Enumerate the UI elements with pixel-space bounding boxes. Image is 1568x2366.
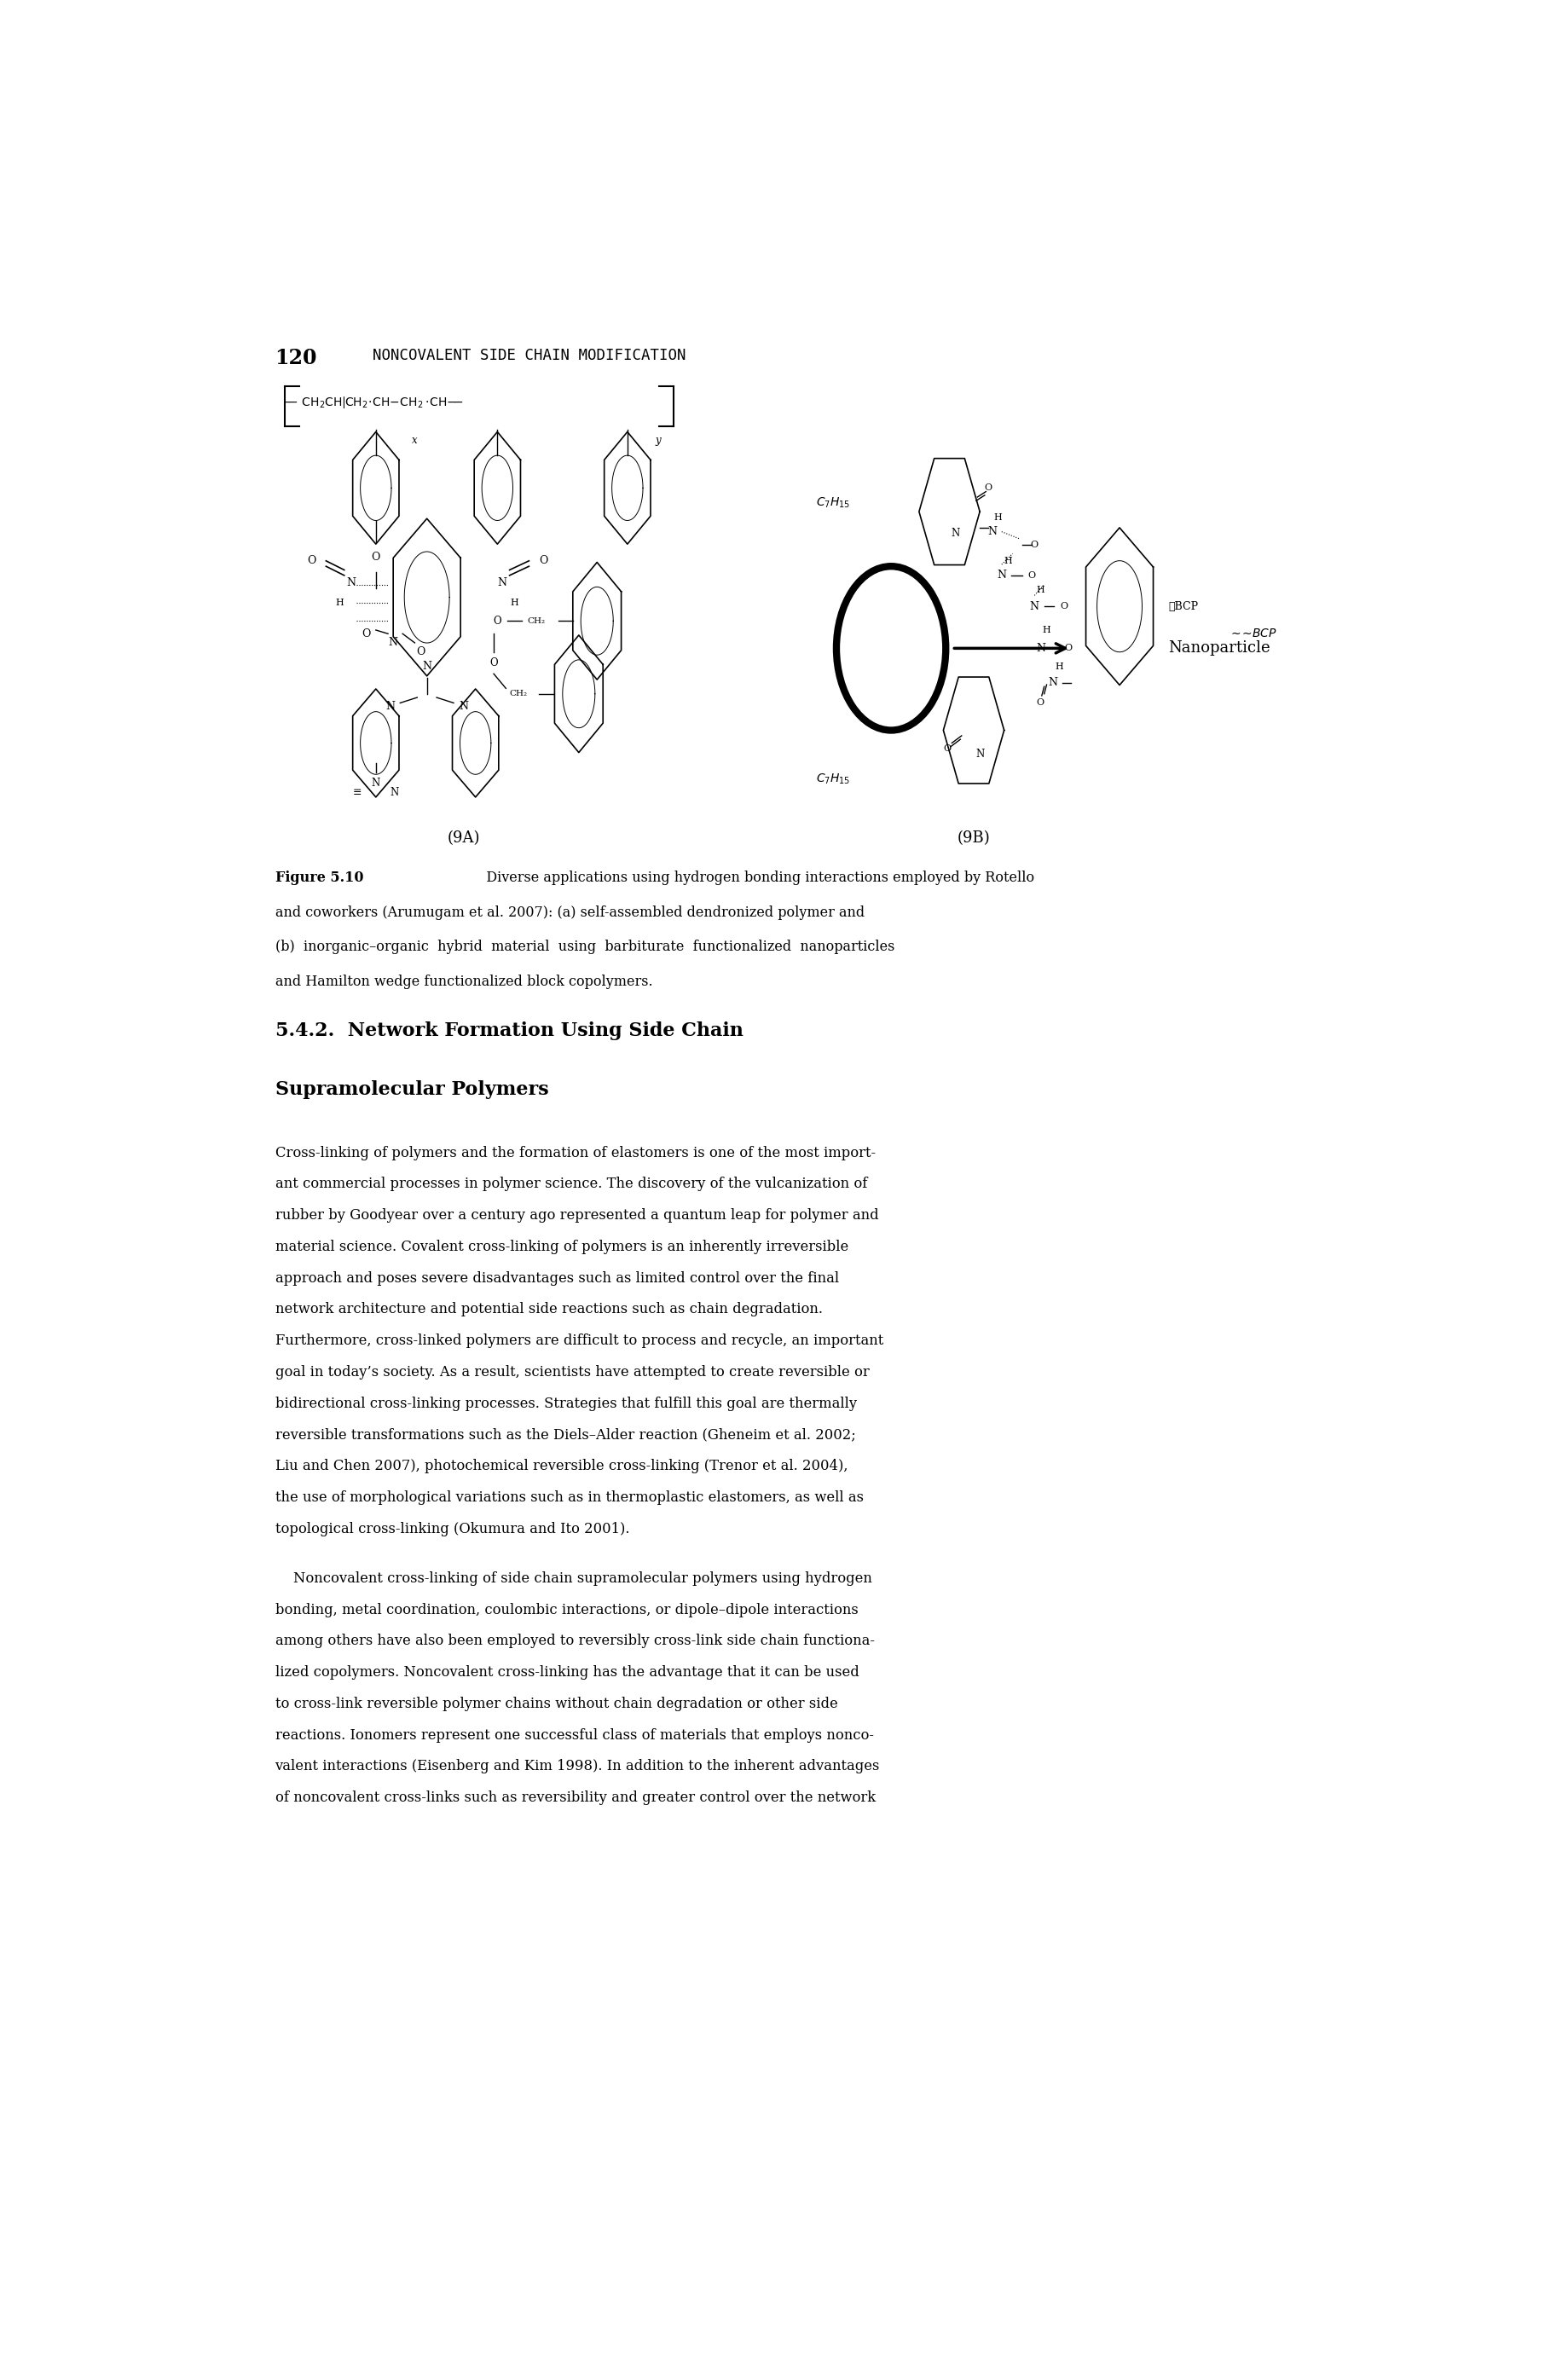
Text: O: O (494, 615, 502, 627)
Text: ≡: ≡ (353, 786, 362, 797)
Text: O: O (1030, 539, 1038, 549)
Text: O: O (539, 556, 547, 565)
Text: N: N (372, 778, 379, 788)
Text: N: N (497, 577, 506, 589)
Text: Supramolecular Polymers: Supramolecular Polymers (274, 1079, 549, 1098)
Text: O: O (1065, 644, 1073, 653)
Text: H: H (1055, 662, 1063, 672)
Text: Figure 5.10: Figure 5.10 (274, 871, 364, 885)
Text: valent interactions (Eisenberg and Kim 1998). In addition to the inherent advant: valent interactions (Eisenberg and Kim 1… (274, 1760, 880, 1774)
Text: x: x (412, 435, 417, 447)
Text: network architecture and potential side reactions such as chain degradation.: network architecture and potential side … (274, 1301, 822, 1318)
Text: (b)  inorganic–organic  hybrid  material  using  barbiturate  functionalized  na: (b) inorganic–organic hybrid material us… (274, 939, 894, 953)
Text: H: H (336, 599, 343, 608)
Text: and Hamilton wedge functionalized block copolymers.: and Hamilton wedge functionalized block … (274, 975, 652, 989)
Text: Liu and Chen 2007), photochemical reversible cross-linking (Trenor et al. 2004),: Liu and Chen 2007), photochemical revers… (274, 1460, 848, 1474)
Text: N: N (390, 786, 398, 797)
Text: O: O (417, 646, 425, 658)
Text: (9B): (9B) (956, 830, 991, 845)
Text: CH₂: CH₂ (527, 618, 546, 625)
Text: H: H (1036, 587, 1044, 594)
Text: O: O (1036, 698, 1044, 707)
Text: N: N (347, 577, 356, 589)
Text: bonding, metal coordination, coulombic interactions, or dipole–dipole interactio: bonding, metal coordination, coulombic i… (274, 1602, 858, 1616)
Text: N: N (459, 700, 467, 712)
Text: 120: 120 (274, 348, 317, 369)
Circle shape (836, 565, 946, 731)
Text: approach and poses severe disadvantages such as limited control over the final: approach and poses severe disadvantages … (274, 1271, 839, 1285)
Text: O: O (307, 556, 315, 565)
Text: bidirectional cross-linking processes. Strategies that fulfill this goal are the: bidirectional cross-linking processes. S… (274, 1396, 856, 1410)
Text: O: O (489, 658, 497, 670)
Text: material science. Covalent cross-linking of polymers is an inherently irreversib: material science. Covalent cross-linking… (274, 1240, 848, 1254)
Text: 5.4.2.  Network Formation Using Side Chain: 5.4.2. Network Formation Using Side Chai… (274, 1022, 743, 1041)
Text: y: y (655, 435, 660, 447)
Text: N: N (988, 525, 997, 537)
Text: to cross-link reversible polymer chains without chain degradation or other side: to cross-link reversible polymer chains … (274, 1696, 837, 1711)
Text: lized copolymers. Noncovalent cross-linking has the advantage that it can be use: lized copolymers. Noncovalent cross-link… (274, 1666, 859, 1680)
Text: $\mathsf{-\!\!\!\!-\,CH_2CH\!\!\mid\!\!CH_2\!\cdot\!CH\!-\!CH_2\cdot\!CH\!-\!\!\: $\mathsf{-\!\!\!\!-\,CH_2CH\!\!\mid\!\!C… (284, 395, 464, 409)
Text: $C_7H_{15}$: $C_7H_{15}$ (815, 771, 850, 786)
Text: O: O (985, 483, 993, 492)
Text: Furthermore, cross-linked polymers are difficult to process and recycle, an impo: Furthermore, cross-linked polymers are d… (274, 1334, 883, 1349)
Text: O: O (1029, 570, 1036, 580)
Text: rubber by Goodyear over a century ago represented a quantum leap for polymer and: rubber by Goodyear over a century ago re… (274, 1209, 878, 1223)
Text: O: O (372, 551, 381, 563)
Text: reactions. Ionomers represent one successful class of materials that employs non: reactions. Ionomers represent one succes… (274, 1727, 873, 1741)
Text: H: H (1043, 625, 1051, 634)
Text: N: N (386, 700, 395, 712)
Text: H: H (1004, 556, 1011, 565)
Text: topological cross-linking (Okumura and Ito 2001).: topological cross-linking (Okumura and I… (274, 1521, 629, 1536)
Text: goal in today’s society. As a result, scientists have attempted to create revers: goal in today’s society. As a result, sc… (274, 1365, 869, 1379)
Text: N: N (1047, 677, 1057, 689)
Text: and coworkers (Arumugam et al. 2007): (a) self-assembled dendronized polymer and: and coworkers (Arumugam et al. 2007): (a… (274, 906, 864, 920)
Text: N: N (389, 636, 398, 648)
Text: Noncovalent cross-linking of side chain supramolecular polymers using hydrogen: Noncovalent cross-linking of side chain … (274, 1571, 872, 1585)
Text: of noncovalent cross-links such as reversibility and greater control over the ne: of noncovalent cross-links such as rever… (274, 1791, 875, 1805)
Text: (9A): (9A) (447, 830, 480, 845)
Text: O: O (1060, 601, 1068, 610)
Text: N: N (422, 660, 431, 672)
Text: Nanoparticle: Nanoparticle (1168, 641, 1270, 655)
Text: O: O (362, 627, 370, 639)
Text: CH₂: CH₂ (510, 691, 527, 698)
Text: the use of morphological variations such as in thermoplastic elastomers, as well: the use of morphological variations such… (274, 1491, 864, 1505)
Text: reversible transformations such as the Diels–Alder reaction (Gheneim et al. 2002: reversible transformations such as the D… (274, 1427, 856, 1443)
Text: N: N (952, 528, 960, 539)
Text: N: N (1030, 601, 1040, 613)
Text: Diverse applications using hydrogen bonding interactions employed by Rotello: Diverse applications using hydrogen bond… (474, 871, 1035, 885)
Text: N: N (975, 748, 985, 759)
Text: H: H (510, 599, 519, 608)
Text: N: N (997, 570, 1007, 582)
Text: $\sim\!\!\sim\!BCP$: $\sim\!\!\sim\!BCP$ (1229, 627, 1278, 639)
Text: O: O (942, 745, 950, 752)
Text: Cross-linking of polymers and the formation of elastomers is one of the most imp: Cross-linking of polymers and the format… (274, 1145, 875, 1159)
Text: ant commercial processes in polymer science. The discovery of the vulcanization : ant commercial processes in polymer scie… (274, 1176, 867, 1192)
Text: H: H (994, 513, 1002, 521)
Text: $C_7H_{15}$: $C_7H_{15}$ (815, 494, 850, 509)
Text: ∾BCP: ∾BCP (1168, 601, 1198, 613)
Text: NONCOVALENT SIDE CHAIN MODIFICATION: NONCOVALENT SIDE CHAIN MODIFICATION (372, 348, 685, 362)
Text: N: N (1036, 644, 1046, 653)
Text: among others have also been employed to reversibly cross-link side chain functio: among others have also been employed to … (274, 1635, 875, 1649)
